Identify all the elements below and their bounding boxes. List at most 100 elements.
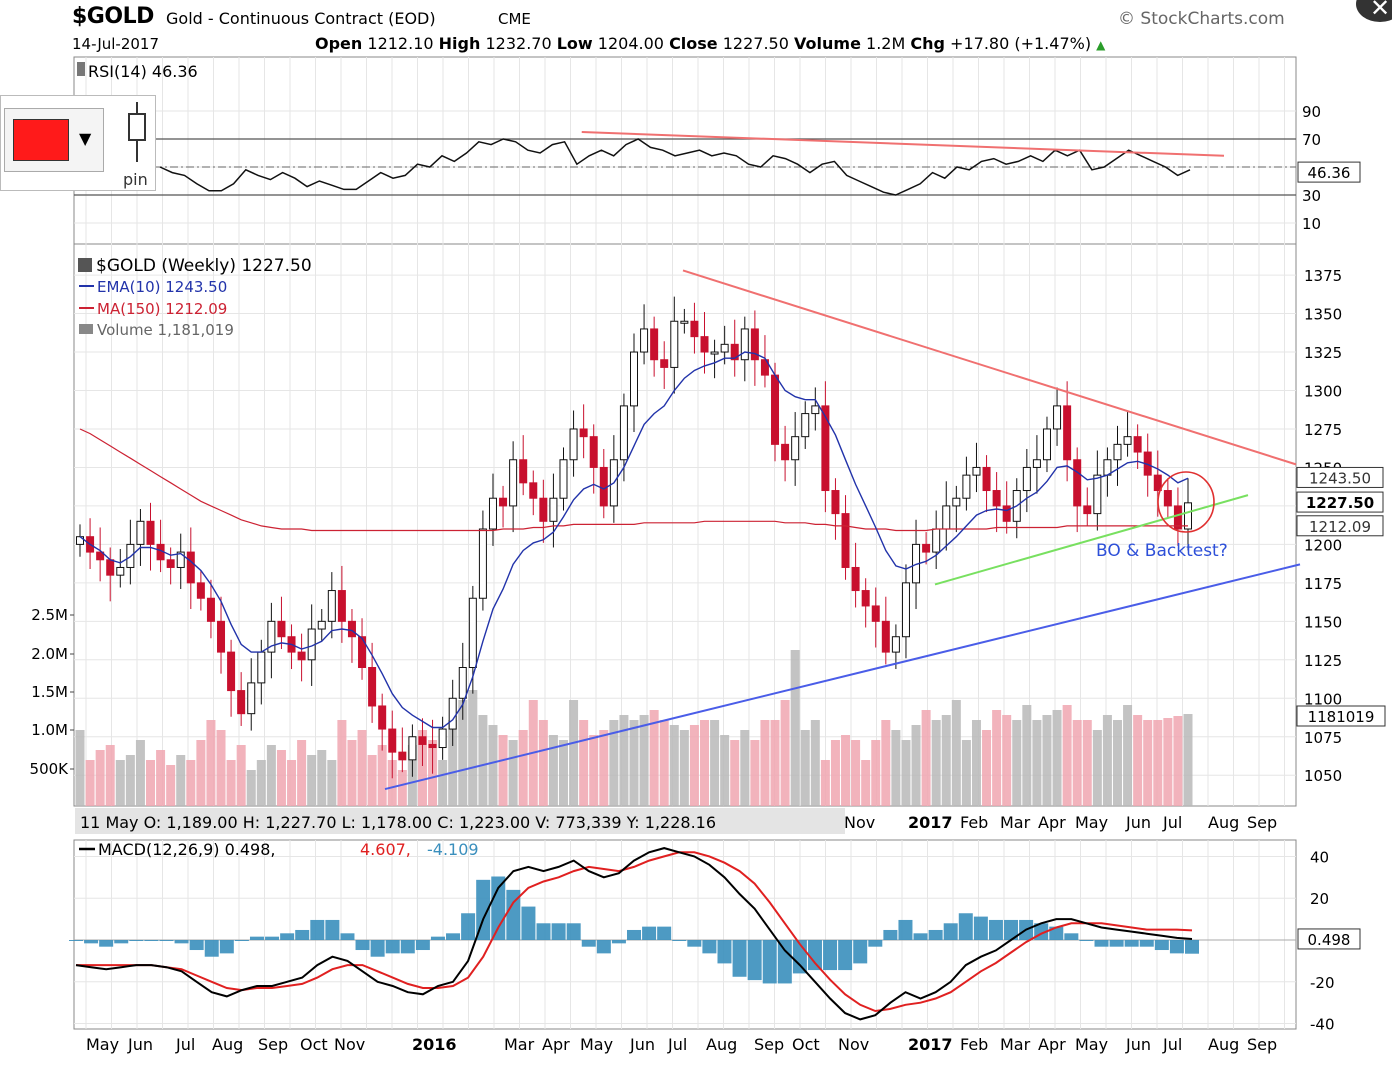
macd-value-tag: 0.498 [1308,931,1351,949]
price-tick-label: 1175 [1304,575,1342,593]
volume-bar [710,720,720,806]
annotation-text: BO & Backtest? [1096,541,1228,561]
macd-histogram-bar [476,879,491,940]
macd-histogram-bar [1154,940,1169,951]
macd-histogram-bar [174,940,189,944]
volume-bar [397,770,407,806]
volume-value: 1.2M [866,34,906,53]
volume-bar [599,730,609,806]
volume-value-tag: 1181019 [1308,708,1375,726]
candle-body [478,528,487,599]
volume-bar [1032,720,1042,806]
volume-bar [891,730,901,806]
candle-body [972,466,981,476]
volume-bar [1012,720,1022,806]
volume-bar [1002,715,1012,806]
volume-bar [941,715,951,806]
volume-bar [1163,718,1173,806]
color-picker[interactable]: ▼ [4,108,104,172]
candle-body [509,459,518,507]
volume-bar [478,715,488,806]
close-icon[interactable]: ✕ [1356,0,1392,22]
candle-body [640,328,649,353]
candle-body [619,405,628,461]
volume-bar [629,720,639,806]
candle-body [1173,505,1182,530]
bottom-axis-label: Sep [1247,1035,1277,1054]
candle-body [186,551,195,584]
macd-histogram-bar [596,940,611,954]
candle-body [1002,505,1011,522]
volume-bar [75,730,85,806]
volume-bar [931,720,941,806]
volume-bar [679,730,689,806]
volume-bar [961,740,971,806]
candle-body [257,651,266,684]
candle-body [982,466,991,492]
volume-bar [1183,714,1193,806]
volume-bar [740,730,750,806]
volume-bar [387,760,397,806]
macd-histogram-bar [747,940,762,981]
candle-body [851,566,860,592]
rsi-value-tag-box [1297,161,1361,183]
candle-body [468,597,477,668]
volume-bar [770,720,780,806]
candle-body [630,351,638,407]
ema-value-tag: 1243.50 [1309,469,1371,487]
candle-body [922,543,931,553]
rsi-tick-label: 90 [1302,103,1321,121]
volume-bar [1123,705,1133,806]
candle-body [217,620,226,653]
macd-tick-label: -40 [1310,1016,1335,1034]
macd-histogram-bar [551,923,566,940]
volume-bar [1112,720,1122,806]
candle-body [650,328,659,361]
candle-body [267,620,276,653]
ma-legend: MA(150) 1212.09 [97,300,227,318]
macd-histogram-bar [823,940,838,971]
volume-bar [307,755,317,806]
candle-body [166,559,175,568]
bottom-axis-label: Aug [212,1035,243,1054]
low-label: Low [556,34,593,53]
volume-bar [156,750,166,806]
candle-body [398,751,407,761]
price-axis-label: Nov [844,813,875,832]
macd-histogram-bar [461,913,476,940]
candle-body [750,328,759,361]
volume-bar [700,720,710,806]
candle-body [962,474,971,499]
candle-body [992,490,1001,507]
pin-button[interactable]: pin [119,100,155,189]
price-axis-label: Sep [1247,813,1277,832]
volume-bar [790,650,800,806]
candle-body [1032,459,1041,468]
volume-label: Volume [794,34,861,53]
candle-body [589,436,598,468]
candle-body [96,551,105,561]
price-axis-label: 2017 [908,813,953,832]
macd-histogram-bar [1139,940,1154,947]
volume-bar [337,720,347,806]
backtest-circle [1157,471,1215,533]
candle-body [206,597,215,622]
macd-histogram-bar [898,919,913,940]
price-tick-label: 1375 [1304,267,1342,285]
close-value: 1227.50 [722,34,789,53]
candle-body [1073,459,1082,507]
candle-body [499,497,508,507]
volume-tick-label: 2.5M [31,606,68,624]
candle-body [106,559,115,576]
macd-histogram-bar [340,933,355,940]
candle-body [458,667,467,699]
rsi-tick-label: 30 [1302,187,1321,205]
macd-histogram-bar [838,940,853,971]
high-label: High [438,34,481,53]
candle-body [448,697,457,730]
volume-bar [246,770,256,806]
candle-body [841,513,850,568]
volume-bar [810,720,820,806]
candle-body [771,374,780,445]
volume-bar [780,700,790,806]
